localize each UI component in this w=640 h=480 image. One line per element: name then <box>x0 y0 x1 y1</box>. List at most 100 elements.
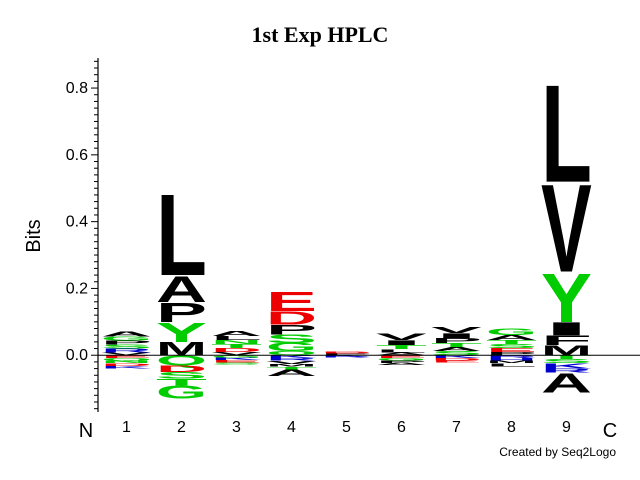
logo-letter-i: I <box>431 332 482 340</box>
logo-letter-p: P <box>156 297 207 328</box>
logo-letter-m: M <box>266 363 317 367</box>
logo-letter-h: H <box>486 357 537 361</box>
x-tick-label: 1 <box>122 419 131 436</box>
logo-letter-v: V <box>266 360 317 365</box>
logo-letter-e: E <box>101 355 152 359</box>
logo-letter-l: L <box>486 362 537 367</box>
n-terminus-label: N <box>79 420 93 442</box>
logo-letter-a: A <box>156 268 207 309</box>
logo-letter-n: N <box>211 339 262 345</box>
logo-letter-p: P <box>376 360 427 364</box>
logo-letter-d: D <box>321 351 372 353</box>
logo-letter-s: S <box>541 358 592 364</box>
logo-letter-a: A <box>101 330 152 338</box>
logo-letter-e: E <box>266 286 317 317</box>
logo-letter-k: K <box>101 365 152 369</box>
logo-letter-s: S <box>486 343 537 349</box>
logo-letter-e: E <box>321 353 372 355</box>
logo-letter-a: A <box>376 362 427 366</box>
logo-letter-d: D <box>431 357 482 361</box>
y-tick-label: 0.8 <box>66 80 88 97</box>
logo-letter-a: A <box>431 346 482 352</box>
logo-letter-r: R <box>266 357 317 361</box>
logo-letter-s: S <box>431 350 482 356</box>
logo-letter-g: G <box>376 357 427 361</box>
logo-letter-m: M <box>541 343 592 358</box>
logo-letter-t: T <box>486 339 537 345</box>
logo-letter-t: T <box>156 377 207 387</box>
logo-letter-l: L <box>211 335 262 341</box>
logo-letter-p: P <box>266 322 317 338</box>
logo-letter-k: K <box>266 355 317 359</box>
x-tick-label: 9 <box>562 419 571 436</box>
logo-letter-a: A <box>541 367 592 398</box>
logo-letter-l: L <box>376 348 427 353</box>
logo-letter-q: Q <box>101 357 152 361</box>
chart-title: 1st Exp HPLC <box>252 22 389 47</box>
logo-letter-d: D <box>266 308 317 329</box>
logo-letter-d: D <box>211 347 262 353</box>
logo-letter-k: K <box>431 355 482 359</box>
logo-letter-i: I <box>376 339 427 347</box>
y-axis-label: Bits <box>23 219 45 252</box>
logo-letter-p: P <box>101 340 152 346</box>
logo-letter-q: Q <box>266 350 317 356</box>
x-tick-label: 7 <box>452 419 461 436</box>
y-tick-label: 0.0 <box>66 347 88 364</box>
x-tick-label: 3 <box>232 419 241 436</box>
logo-letter-i: I <box>541 318 592 339</box>
logo-letter-r: R <box>486 355 537 359</box>
logo-letter-t: T <box>376 344 427 350</box>
logo-letter-p: P <box>431 337 482 345</box>
x-tick-label: 4 <box>287 419 296 436</box>
logo-letter-s: S <box>156 370 207 380</box>
x-tick-label: 6 <box>397 419 406 436</box>
logo-letter-k: K <box>321 355 372 357</box>
logo-letter-v: V <box>376 332 427 342</box>
logo-letter-t: T <box>211 343 262 349</box>
logo-letter-l: L <box>156 172 207 301</box>
x-tick-label: 2 <box>177 419 186 436</box>
x-tick-label: 5 <box>342 419 351 436</box>
logo-letter-r: R <box>101 348 152 354</box>
logo-letter-m: M <box>486 360 537 364</box>
logo-letter-m: M <box>156 338 207 359</box>
logo-letter-q: Q <box>156 353 207 369</box>
logo-letter-g: G <box>486 327 537 337</box>
logo-letter-v: V <box>101 352 152 356</box>
logo-letter-g: G <box>211 355 262 359</box>
x-axis-labels: 1 2 3 4 5 6 7 8 9 <box>122 419 571 436</box>
logo-letter-s: S <box>101 344 152 350</box>
logo-letter-t: T <box>541 354 592 360</box>
logo-letter-y: Y <box>541 260 592 337</box>
y-tick-label: 0.2 <box>66 280 88 297</box>
logo-letter-d: D <box>101 363 152 367</box>
logo-letter-g: G <box>266 341 317 354</box>
logo-letter-a: A <box>266 367 317 377</box>
logo-letter-g: G <box>156 382 207 403</box>
logo-letter-e: E <box>431 360 482 363</box>
logo-letter-s: S <box>266 332 317 345</box>
logo-letter-e: E <box>376 355 427 359</box>
logo-letter-t: T <box>431 342 482 348</box>
logo-letter-a: A <box>486 334 537 342</box>
logo-letter-v: V <box>431 326 482 335</box>
logo-letter-k: K <box>211 357 262 361</box>
credit-text: Created by Seq2Logo <box>499 445 616 459</box>
logo-letter-y: Y <box>156 317 207 348</box>
y-tick-label: 0.4 <box>66 214 88 231</box>
logo-letter-r: R <box>541 367 592 373</box>
logo-letter-f: F <box>541 333 592 349</box>
logo-letter-k: K <box>541 362 592 370</box>
logo-letter-d: D <box>156 363 207 373</box>
logo-letter-g: G <box>101 336 152 342</box>
y-axis: 0.0 0.2 0.4 0.6 0.8 <box>66 58 99 412</box>
logo-letter-l: L <box>541 57 592 212</box>
logo-letter-n: N <box>101 360 152 364</box>
letter-stacks: AGPSRVEQNDKLAPYMQDSTGALNTDVGKESEDPSGQKRV… <box>101 57 592 403</box>
y-tick-label: 0.6 <box>66 147 88 164</box>
logo-letter-e: E <box>486 347 537 353</box>
logo-letter-r: R <box>321 356 372 358</box>
logo-letter-s: S <box>211 362 262 365</box>
